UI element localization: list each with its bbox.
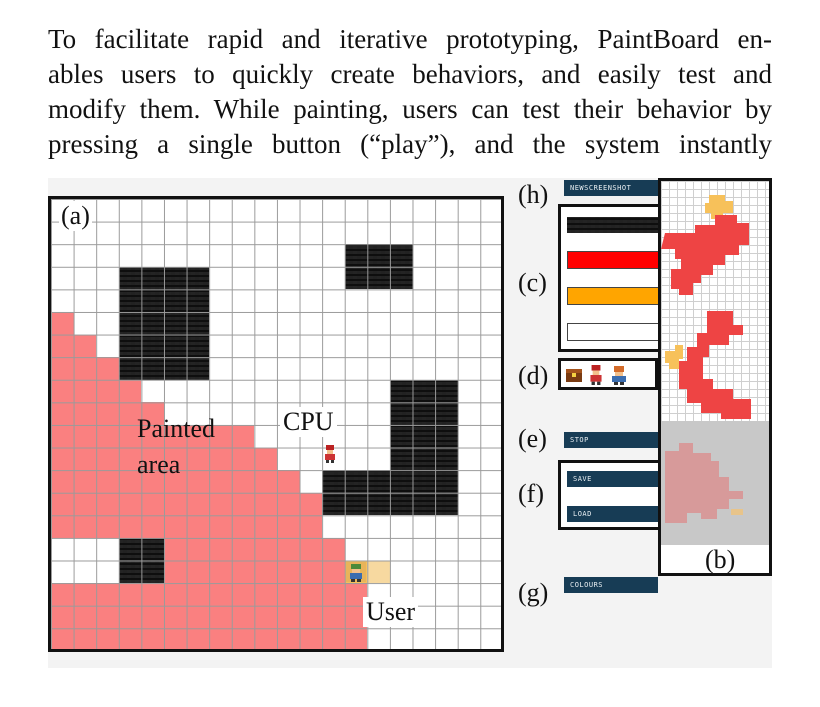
panel-label-e: (e): [518, 424, 547, 453]
user-character-icon-palette[interactable]: [609, 365, 629, 385]
colour-palette: [558, 204, 662, 352]
paragraph-line-1: To facilitate rapid and iterative protot…: [48, 24, 772, 54]
new-screenshot-button[interactable]: NEWSCREENSHOT: [564, 180, 658, 196]
swatch-orange[interactable]: [567, 287, 659, 305]
paragraph-line-2: ables users to quickly create behaviors,…: [48, 59, 772, 89]
preview-grey-area: [661, 421, 769, 545]
colours-button[interactable]: COLOURS: [564, 577, 658, 593]
panel-label-f: (f): [518, 479, 544, 508]
save-button[interactable]: SAVE: [567, 471, 659, 487]
chest-icon[interactable]: [565, 366, 583, 384]
cpu-label: CPU: [280, 407, 337, 437]
painted-area-label-line2: area: [137, 450, 181, 479]
save-load-group: SAVE LOAD: [558, 460, 662, 530]
user-character-icon: [346, 562, 366, 582]
panel-label-a: (a): [59, 201, 92, 231]
panel-label-g: (g): [518, 578, 549, 607]
paragraph-line-4: pressing a single button (“play”), and t…: [48, 129, 772, 159]
cpu-character-icon: [325, 445, 335, 463]
painting-canvas[interactable]: (a) Painted area CPU User: [48, 196, 504, 652]
paragraph-line-3: modify them. While painting, users can t…: [48, 94, 772, 124]
preview-faded-shape: [665, 443, 743, 523]
panel-label-b: (b): [705, 545, 736, 574]
swatch-stone[interactable]: [567, 217, 659, 233]
user-label: User: [363, 597, 419, 627]
stop-button[interactable]: STOP: [564, 432, 658, 448]
panel-label-h: (h): [518, 180, 549, 209]
behavior-previews: (b): [658, 178, 772, 576]
painted-area-label-line1: Painted: [137, 414, 215, 443]
swatch-red[interactable]: [567, 251, 659, 269]
load-button[interactable]: LOAD: [567, 506, 659, 522]
preview-red-shape-1: [661, 195, 751, 419]
panel-label-c: (c): [518, 268, 547, 297]
cpu-character-icon-palette[interactable]: [587, 365, 605, 385]
canvas-grid-lines: [51, 199, 501, 649]
panel-label-d: (d): [518, 361, 549, 390]
swatch-white[interactable]: [567, 323, 659, 341]
entity-toolbar: [558, 358, 658, 390]
body-paragraph: To facilitate rapid and iterative protot…: [48, 22, 772, 162]
